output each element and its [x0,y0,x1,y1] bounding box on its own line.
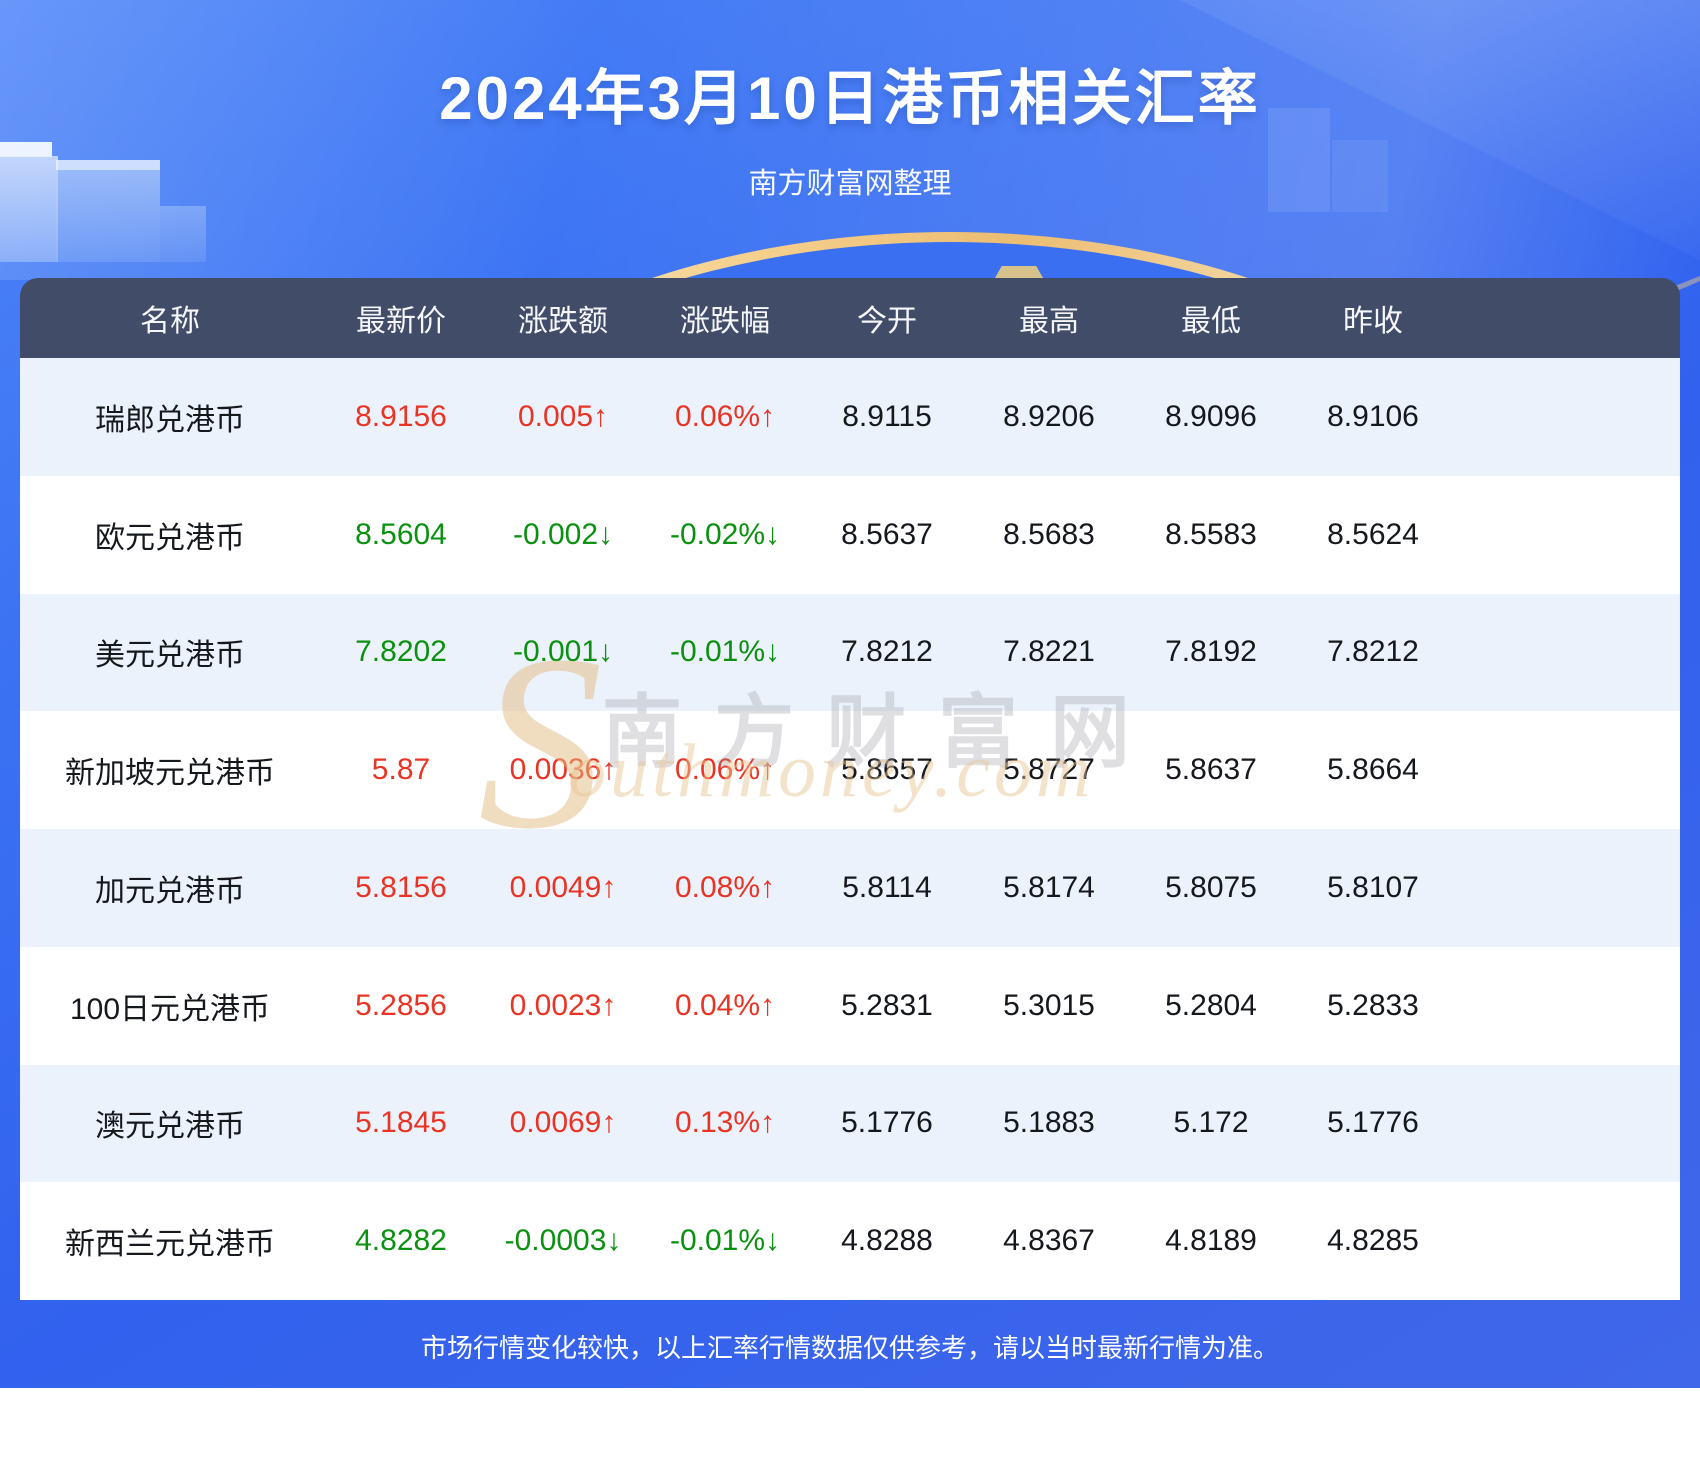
currency-pair-name: 欧元兑港币 [95,521,245,555]
change-percent: 0.06%↑ [674,753,776,787]
change-percent: 0.13%↑ [674,1106,776,1140]
high-price: 4.8367 [1003,1224,1095,1258]
open-price: 5.1776 [841,1106,933,1140]
latest-price: 5.87 [371,753,431,787]
change-percent: 0.08%↑ [674,870,776,904]
decor-panel-right-2 [1332,140,1388,212]
latest-price: 5.8156 [355,870,447,904]
currency-pair-name: 加元兑港币 [95,874,245,908]
low-price: 5.8637 [1165,753,1257,787]
prev-close-price: 5.8664 [1327,753,1419,787]
open-price: 7.8212 [841,635,933,669]
change-amount: -0.0003↓ [504,1224,622,1258]
low-price: 5.8075 [1165,870,1257,904]
change-percent: -0.01%↓ [669,635,781,669]
table-row: 新西兰元兑港币 4.8282 -0.0003↓ -0.01%↓ 4.8288 4… [20,1182,1680,1300]
low-price: 8.5583 [1165,517,1257,551]
open-price: 8.5637 [841,517,933,551]
currency-pair-name: 澳元兑港币 [95,1110,245,1144]
prev-close-price: 7.8212 [1327,635,1419,669]
latest-price: 4.8282 [355,1224,447,1258]
disclaimer-text: 市场行情变化较快，以上汇率行情数据仅供参考，请以当时最新行情为准。 [420,1333,1279,1363]
change-amount: 0.0049↑ [509,870,617,904]
currency-pair-name: 新西兰元兑港币 [65,1228,275,1262]
high-price: 8.9206 [1003,399,1095,433]
table-row: 瑞郎兑港币 8.9156 0.005↑ 0.06%↑ 8.9115 8.9206… [20,358,1680,476]
high-price: 5.8174 [1003,870,1095,904]
prev-close-price: 5.2833 [1327,988,1419,1022]
high-price: 5.8727 [1003,753,1095,787]
rates-table: 名称 最新价 涨跌额 涨跌幅 今开 最高 最低 昨收 瑞郎兑港币 8.9156 … [20,278,1680,1300]
col-header-low: 最低 [1181,305,1241,338]
latest-price: 5.1845 [355,1106,447,1140]
page-title: 2024年3月10日港币相关汇率 [439,65,1261,132]
col-header-open: 今开 [857,305,917,338]
decor-building-c [160,206,206,262]
change-percent: 0.04%↑ [674,988,776,1022]
currency-pair-name: 100日元兑港币 [69,992,271,1026]
high-price: 7.8221 [1003,635,1095,669]
high-price: 5.1883 [1003,1106,1095,1140]
low-price: 5.2804 [1165,988,1257,1022]
table-row: 新加坡元兑港币 5.87 0.0036↑ 0.06%↑ 5.8657 5.872… [20,711,1680,829]
table-row: 澳元兑港币 5.1845 0.0069↑ 0.13%↑ 5.1776 5.188… [20,1064,1680,1183]
prev-close-price: 5.1776 [1327,1106,1419,1140]
prev-close-price: 8.9106 [1327,399,1419,433]
latest-price: 8.9156 [355,399,447,433]
decor-building-slab [0,142,52,157]
currency-pair-name: 瑞郎兑港币 [95,403,245,437]
page-subtitle: 南方财富网整理 [748,168,952,200]
open-price: 5.8114 [842,870,932,904]
latest-price: 8.5604 [355,517,447,551]
latest-price: 5.2856 [355,988,447,1022]
open-price: 5.8657 [841,753,933,787]
change-amount: -0.001↓ [512,635,614,669]
prev-close-price: 5.8107 [1327,870,1419,904]
open-price: 5.2831 [841,988,933,1022]
low-price: 8.9096 [1165,399,1257,433]
col-header-change: 涨跌额 [518,305,608,338]
decor-panel-right-1 [1268,108,1330,212]
change-amount: 0.0023↑ [509,988,617,1022]
change-amount: 0.0069↑ [509,1106,617,1140]
high-price: 5.3015 [1003,988,1095,1022]
decor-podium [995,266,1043,278]
decor-building-b [56,160,160,262]
decor-building-a [0,156,58,262]
low-price: 7.8192 [1165,635,1257,669]
table-row: 欧元兑港币 8.5604 -0.002↓ -0.02%↓ 8.5637 8.56… [20,475,1680,594]
change-amount: 0.0036↑ [509,753,617,787]
high-price: 8.5683 [1003,517,1095,551]
change-percent: -0.01%↓ [669,1224,781,1258]
change-percent: 0.06%↑ [674,399,776,433]
latest-price: 7.8202 [355,635,447,669]
col-header-prev-close: 昨收 [1343,305,1403,338]
change-amount: -0.002↓ [512,517,614,551]
col-header-name: 名称 [140,305,200,338]
prev-close-price: 4.8285 [1327,1224,1419,1258]
open-price: 4.8288 [841,1224,933,1258]
prev-close-price: 8.5624 [1327,517,1419,551]
col-header-change-pct: 涨跌幅 [680,305,770,338]
col-header-latest: 最新价 [356,305,446,338]
table-row: 100日元兑港币 5.2856 0.0023↑ 0.04%↑ 5.2831 5.… [20,946,1680,1065]
currency-pair-name: 美元兑港币 [95,639,245,673]
col-header-high: 最高 [1019,305,1079,338]
low-price: 5.172 [1173,1106,1249,1140]
change-amount: 0.005↑ [517,399,609,433]
low-price: 4.8189 [1165,1224,1257,1258]
table-row: 美元兑港币 7.8202 -0.001↓ -0.01%↓ 7.8212 7.82… [20,593,1680,712]
table-header-row: 名称 最新价 涨跌额 涨跌幅 今开 最高 最低 昨收 [20,278,1680,358]
table-row: 加元兑港币 5.8156 0.0049↑ 0.08%↑ 5.8114 5.817… [20,829,1680,947]
open-price: 8.9115 [842,399,932,433]
decor-light-streak [0,0,1700,280]
change-percent: -0.02%↓ [669,517,781,551]
table-body: 瑞郎兑港币 8.9156 0.005↑ 0.06%↑ 8.9115 8.9206… [20,358,1680,1300]
currency-pair-name: 新加坡元兑港币 [65,757,275,791]
